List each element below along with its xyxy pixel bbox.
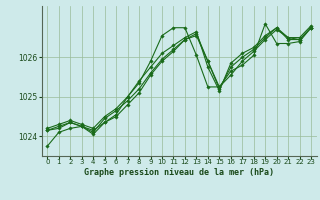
X-axis label: Graphe pression niveau de la mer (hPa): Graphe pression niveau de la mer (hPa) [84, 168, 274, 177]
